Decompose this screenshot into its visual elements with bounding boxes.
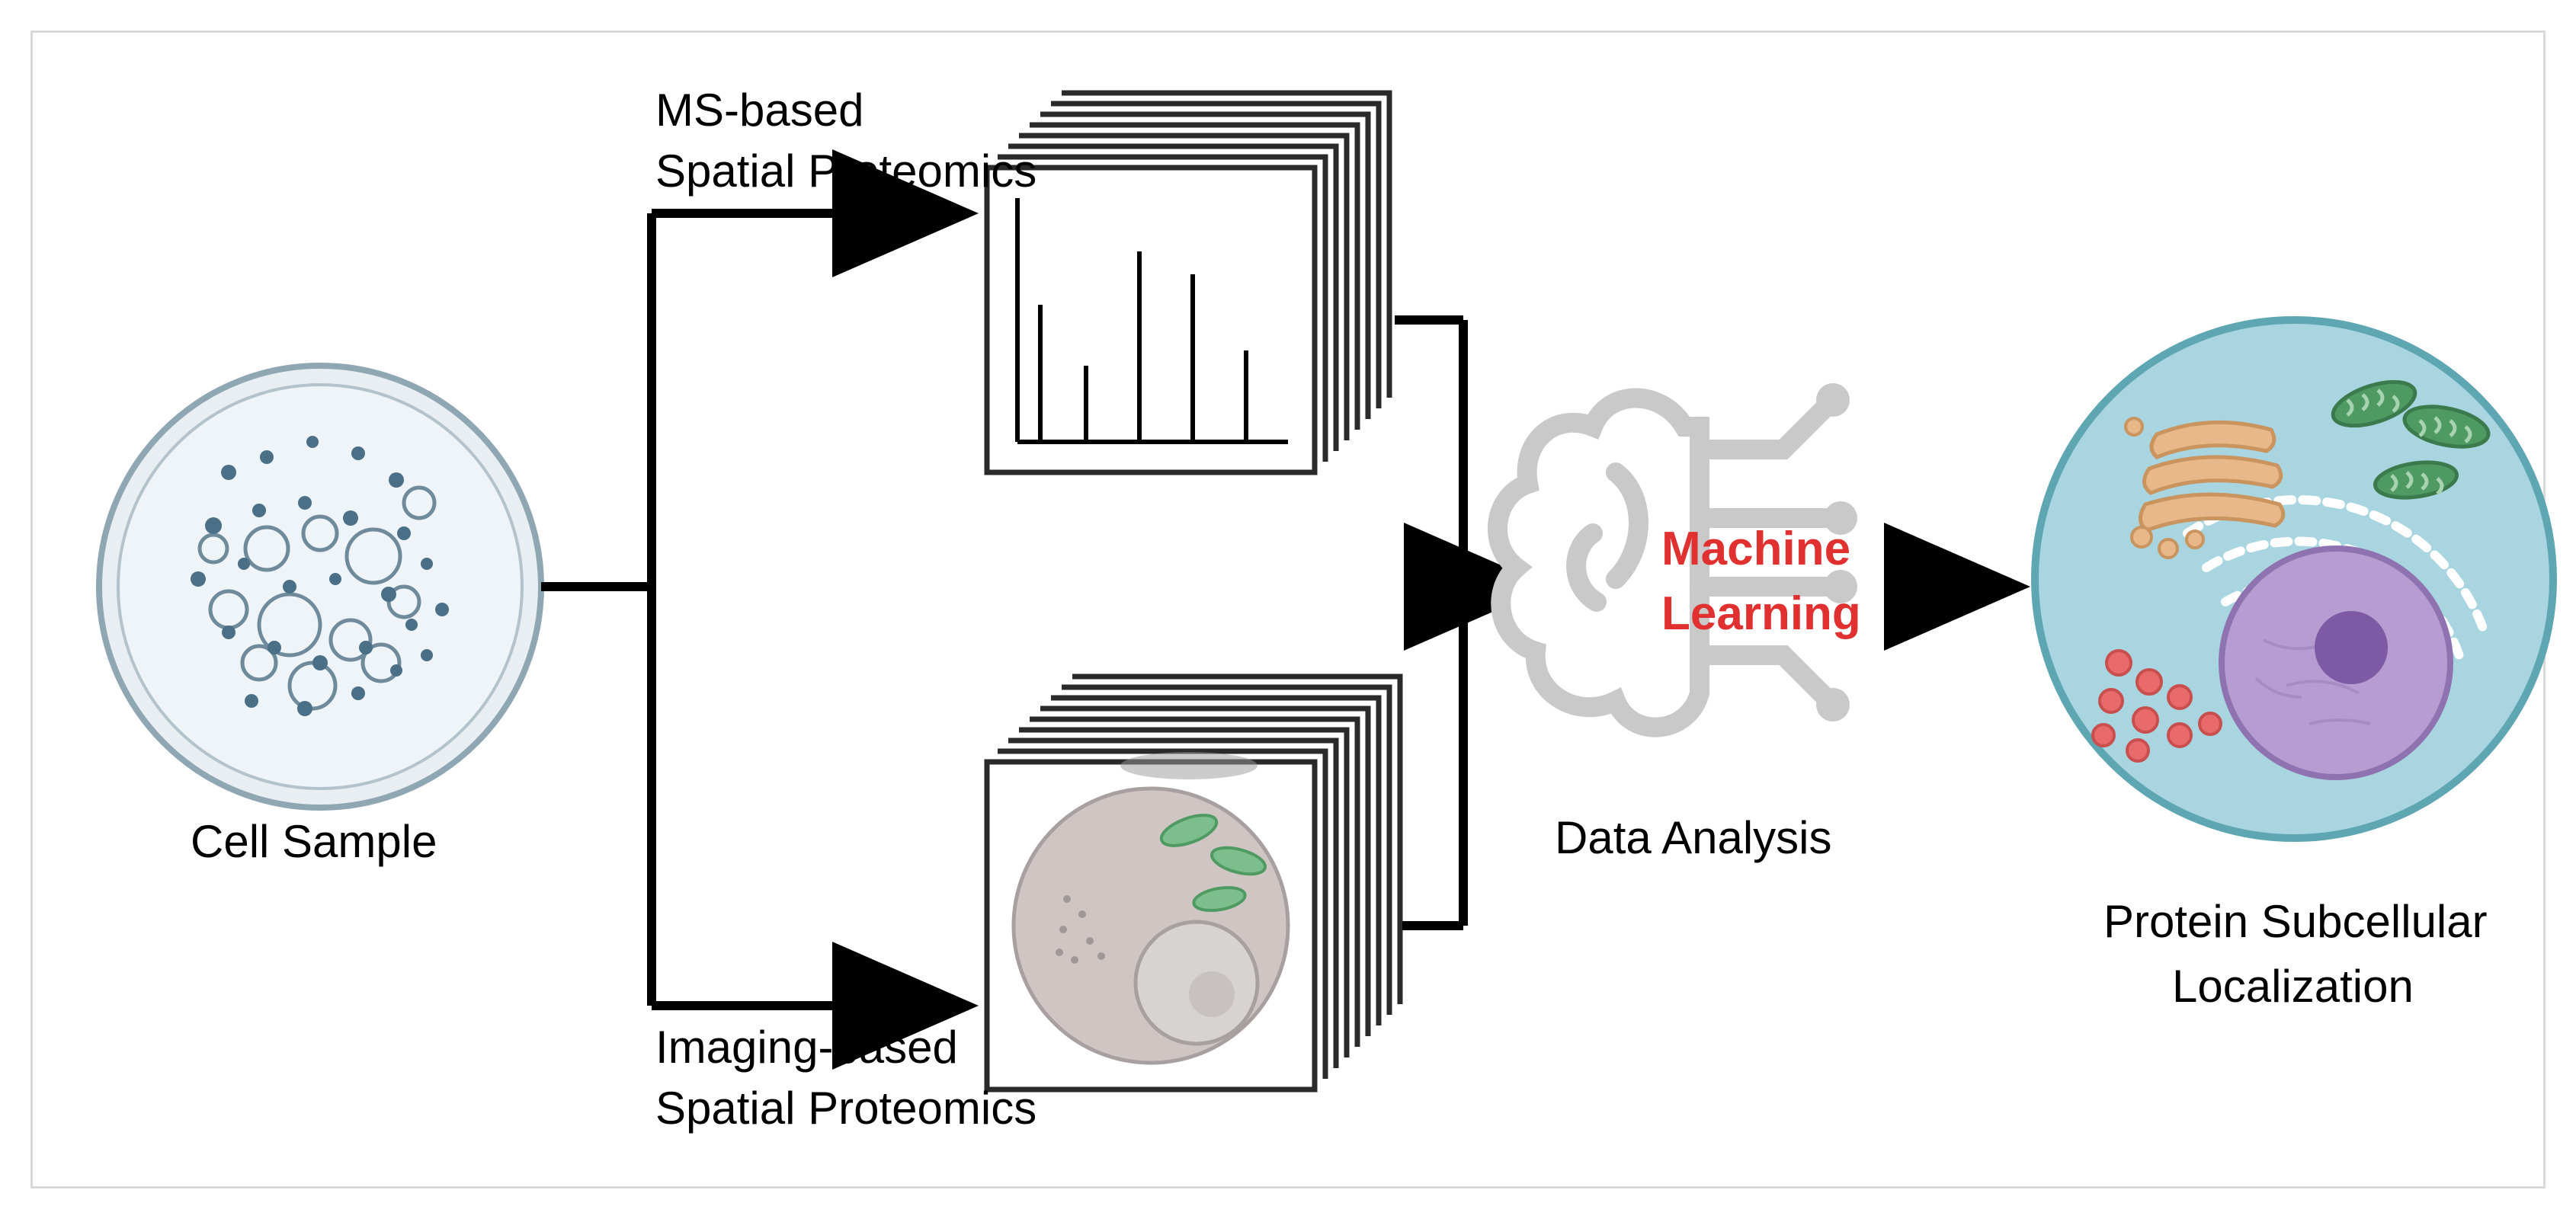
label-psl-line1: Protein Subcellular (2103, 895, 2488, 948)
label-imaging-line2: Spatial Proteomics (655, 1082, 1036, 1134)
petri-dish (99, 366, 541, 808)
ms-spectra-stack (987, 93, 1389, 472)
diagram-svg (0, 0, 2576, 1219)
label-psl-line2: Localization (2172, 960, 2414, 1013)
cell-localization (2035, 320, 2553, 838)
label-ml-line2: Learning (1661, 587, 1861, 641)
label-ml-line1: Machine (1661, 522, 1850, 576)
branch-arrows (541, 213, 960, 1006)
label-ms-line2: Spatial Proteomics (655, 145, 1036, 197)
label-cell-sample: Cell Sample (191, 815, 437, 868)
label-imaging-line1: Imaging-based (655, 1021, 958, 1073)
label-data-analysis: Data Analysis (1555, 811, 1832, 864)
imaging-stack (987, 677, 1400, 1089)
label-ms-line1: MS-based (655, 84, 863, 136)
